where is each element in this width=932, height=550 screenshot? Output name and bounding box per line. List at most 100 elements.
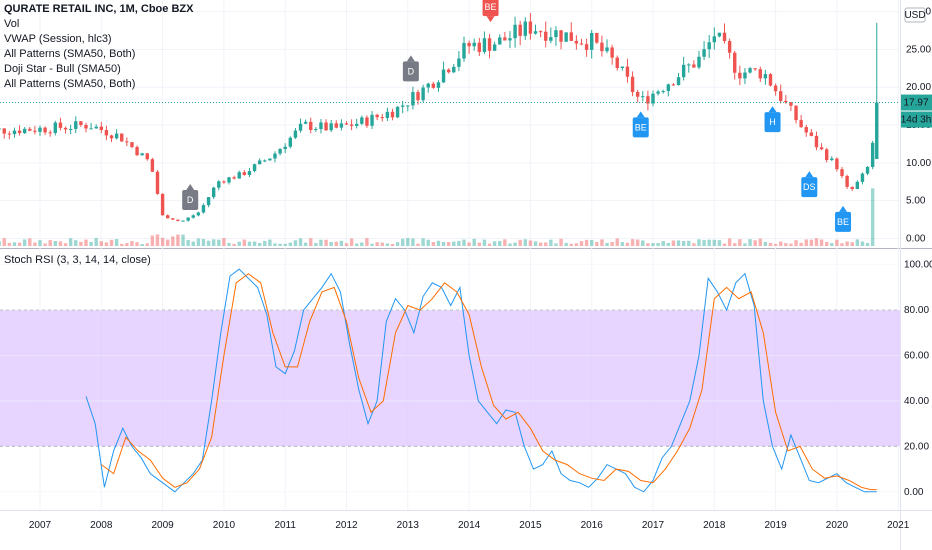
volume-bar — [743, 243, 747, 246]
candle-body — [125, 141, 129, 143]
volume-bar — [252, 241, 257, 246]
pattern-badge-box — [482, 0, 499, 17]
candle-body — [365, 117, 369, 126]
candle-body — [595, 32, 599, 43]
candle-body — [487, 38, 492, 51]
candle-body — [298, 123, 303, 131]
candle-body — [28, 128, 32, 131]
pattern-badge: BE — [835, 205, 852, 232]
price-tick-label: 20.00 — [906, 82, 931, 93]
candle-body — [130, 142, 134, 147]
volume-bar — [620, 242, 625, 246]
candle-body — [870, 142, 875, 167]
candle-body — [436, 82, 441, 88]
legend-indicator-vwap[interactable]: VWAP (Session, hlc3) — [4, 33, 112, 45]
volume-bar — [171, 236, 175, 246]
candle-body — [600, 42, 604, 52]
legend-indicator-all-patterns[interactable]: All Patterns (SMA50, Both) — [4, 48, 136, 60]
candle-body — [753, 68, 757, 70]
candle-body — [666, 84, 671, 92]
candle-body — [738, 72, 742, 79]
candle-body — [809, 132, 814, 136]
candle-body — [33, 130, 37, 132]
legend-indicator-doji-star[interactable]: Doji Star - Bull (SMA50) — [4, 63, 121, 75]
pattern-badge-box — [835, 211, 852, 232]
candle-body — [140, 153, 144, 156]
candle-body — [252, 164, 257, 172]
candle-body — [717, 32, 722, 37]
candle-body — [2, 128, 6, 134]
volume-bar — [676, 240, 681, 246]
volume-bar — [324, 239, 328, 246]
volume-bar — [666, 242, 671, 246]
candle-body — [625, 66, 630, 77]
candle-body — [309, 121, 313, 131]
volume-bar — [385, 243, 390, 246]
volume-bar — [523, 239, 527, 246]
volume-bar — [99, 241, 103, 246]
candle-body — [779, 91, 783, 101]
volume-bar — [370, 243, 374, 246]
candle-body — [518, 24, 522, 36]
volume-bar — [395, 242, 400, 246]
candle-body — [850, 186, 854, 189]
volume-bar — [150, 235, 155, 246]
volume-bar — [446, 242, 451, 246]
candle-body — [303, 121, 308, 124]
volume-bar — [421, 238, 425, 246]
legend-indicator-all-patterns-2[interactable]: All Patterns (SMA50, Both) — [4, 78, 136, 90]
candle-body — [370, 114, 374, 126]
x-tick-label: 2015 — [519, 520, 542, 531]
candle-body — [237, 172, 241, 179]
candle-body — [278, 149, 282, 154]
volume-bar — [549, 239, 553, 246]
candle-body — [79, 121, 83, 126]
candle-body — [89, 128, 93, 130]
candle-body — [579, 43, 584, 45]
volume-bar — [89, 241, 93, 246]
volume-bar — [641, 240, 645, 246]
candle-body — [569, 32, 573, 41]
volume-bar — [33, 242, 37, 246]
candle-body — [554, 30, 558, 38]
candle-body — [247, 171, 252, 175]
volume-bar — [125, 243, 129, 246]
pattern-badge-label: BE — [635, 122, 647, 132]
volume-bar — [283, 243, 287, 246]
candle-body — [344, 123, 349, 125]
pattern-badge-label: DS — [803, 182, 816, 192]
x-tick-label: 2009 — [151, 520, 174, 531]
pattern-badge-box — [764, 112, 781, 133]
pattern-badge: DS — [801, 171, 818, 198]
x-tick-label: 2020 — [826, 520, 849, 531]
price-tick-label: 10.00 — [906, 158, 931, 169]
volume-bar — [416, 243, 420, 246]
volume-bar — [293, 240, 298, 246]
oscillator-title[interactable]: Stoch RSI (3, 3, 14, 14, close) — [4, 254, 151, 266]
candle-body — [166, 215, 170, 219]
candle-body — [176, 219, 180, 221]
volume-bar — [467, 242, 471, 246]
legend-indicator-vol[interactable]: Vol — [4, 18, 20, 30]
volume-bar — [819, 239, 824, 246]
candle-body — [615, 57, 619, 69]
volume-bar — [830, 243, 834, 246]
x-tick-label: 2012 — [335, 520, 358, 531]
countdown-badge — [901, 111, 932, 128]
volume-bar — [727, 238, 732, 246]
volume-bar — [104, 242, 109, 246]
candle-body — [53, 122, 58, 133]
candle-body — [477, 42, 482, 52]
candle-body — [656, 91, 660, 94]
candle-body — [784, 100, 788, 103]
pattern-badge: D — [402, 55, 419, 82]
volume-bar — [503, 239, 507, 246]
volume-bar — [630, 239, 635, 246]
candle-body — [314, 129, 318, 131]
candle-body — [467, 42, 471, 47]
volume-bar — [584, 239, 589, 246]
candle-body — [855, 181, 860, 189]
countdown-label: 14d 3h — [901, 115, 932, 126]
candle-body — [7, 133, 12, 135]
